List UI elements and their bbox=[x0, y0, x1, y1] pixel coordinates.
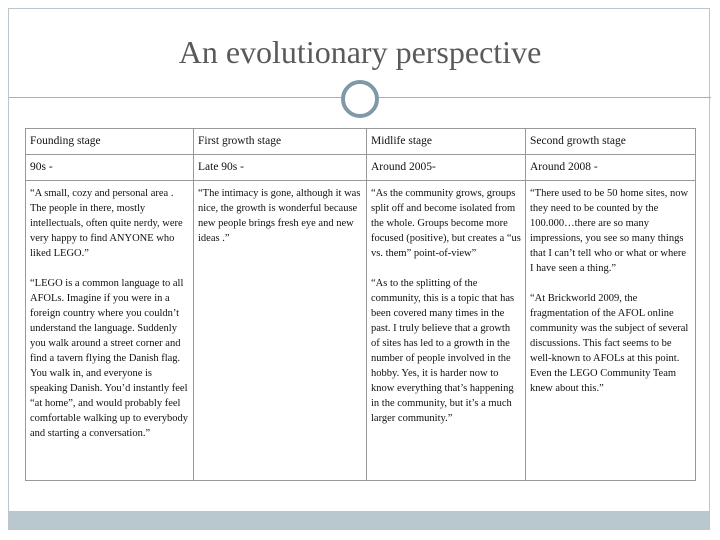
slide-title: An evolutionary perspective bbox=[178, 34, 542, 70]
quote: “LEGO is a common language to all AFOLs.… bbox=[30, 278, 189, 439]
quote-row: “A small, cozy and personal area . The p… bbox=[25, 180, 696, 481]
header-row: Founding stage First growth stage Midlife … bbox=[25, 128, 696, 155]
stage-table: Founding stage First growth stage Midlife … bbox=[25, 128, 696, 481]
quote: “At Brickworld 2009, the fragmentation o… bbox=[530, 293, 689, 394]
quote: “A small, cozy and personal area . The p… bbox=[30, 188, 183, 259]
period-cell: Around 2008 - bbox=[525, 154, 696, 181]
period-cell: Around 2005- bbox=[366, 154, 526, 181]
period-row: 90s - Late 90s - Around 2005- Around 2008 - bbox=[25, 154, 696, 181]
quote-cell: “The intimacy is gone, although it was n… bbox=[193, 180, 367, 481]
period-cell: 90s - bbox=[25, 154, 194, 181]
header-cell: Midlife stage bbox=[366, 128, 526, 155]
quote-cell: “As the community grows, groups split of… bbox=[366, 180, 526, 481]
header-cell: Second growth stage bbox=[525, 128, 696, 155]
quote: “The intimacy is gone, although it was n… bbox=[198, 188, 361, 244]
slide-frame bbox=[8, 8, 710, 530]
quote-cell: “There used to be 50 home sites, now the… bbox=[525, 180, 696, 481]
quote: “As to the splitting of the community, t… bbox=[371, 278, 515, 424]
quote-cell: “A small, cozy and personal area . The p… bbox=[25, 180, 194, 481]
footer-band bbox=[9, 511, 709, 529]
quote: “There used to be 50 home sites, now the… bbox=[530, 188, 689, 274]
quote: “As the community grows, groups split of… bbox=[371, 188, 521, 259]
period-cell: Late 90s - bbox=[193, 154, 367, 181]
header-cell: First growth stage bbox=[193, 128, 367, 155]
ring-ornament bbox=[341, 80, 379, 118]
header-cell: Founding stage bbox=[25, 128, 194, 155]
